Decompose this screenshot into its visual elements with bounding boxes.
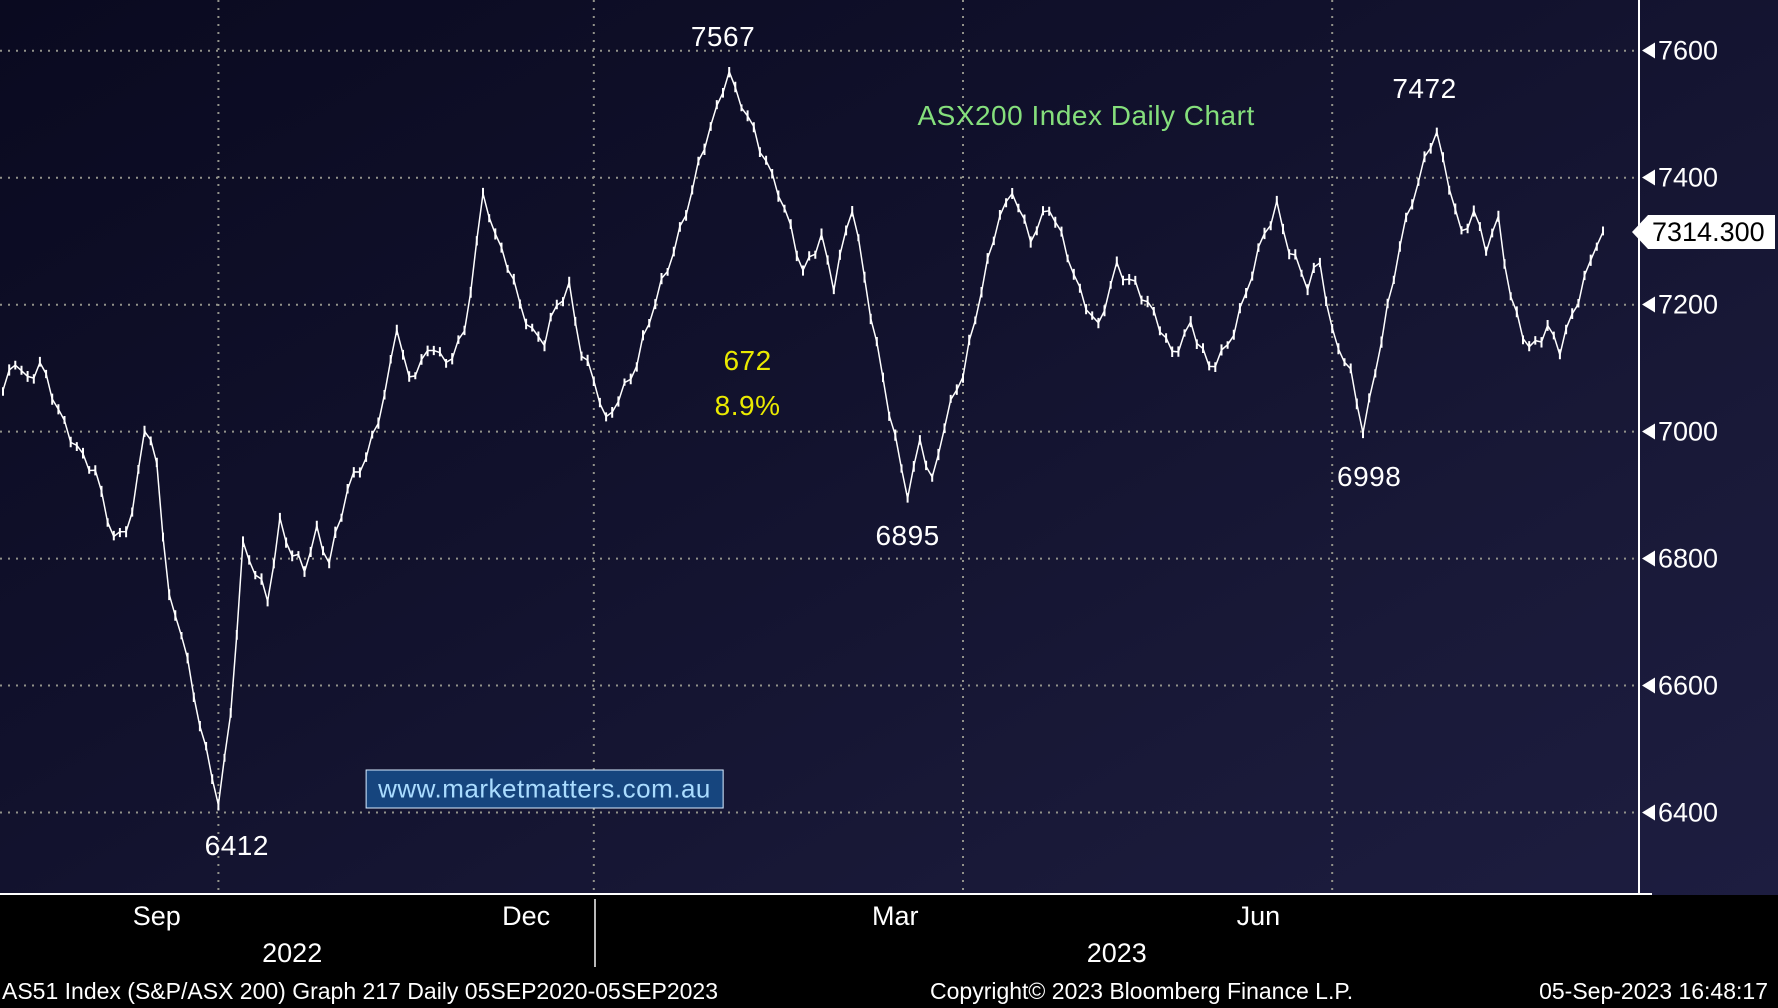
- copyright-text: Copyright© 2023 Bloomberg Finance L.P.: [930, 978, 1354, 1004]
- axis-lines: [0, 0, 1652, 895]
- x-axis-month-sep: Sep: [132, 901, 181, 931]
- x-axis-year-2022: 2022: [262, 938, 323, 968]
- status-bar: AS51 Index (S&P/ASX 200) Graph 217 Daily…: [0, 975, 1778, 1008]
- price-series: [2, 67, 1604, 811]
- chart-canvas[interactable]: [0, 0, 1652, 895]
- x-axis-month-jun: Jun: [1236, 901, 1281, 931]
- x-axis-month-dec: Dec: [502, 901, 551, 931]
- x-axis: Sep Dec Mar Jun 2022 2023: [0, 895, 1778, 975]
- x-axis-month-mar: Mar: [872, 901, 919, 931]
- gridlines: [0, 0, 1638, 893]
- year-divider-tick: [593, 899, 596, 967]
- instrument-info-text: AS51 Index (S&P/ASX 200) Graph 217 Daily…: [2, 978, 719, 1004]
- x-axis-year-2023: 2023: [1086, 938, 1147, 968]
- timestamp-text: 05-Sep-2023 16:48:17: [1539, 978, 1768, 1004]
- chart-background: [0, 0, 1778, 895]
- price-chart-plot-area[interactable]: [0, 0, 1652, 895]
